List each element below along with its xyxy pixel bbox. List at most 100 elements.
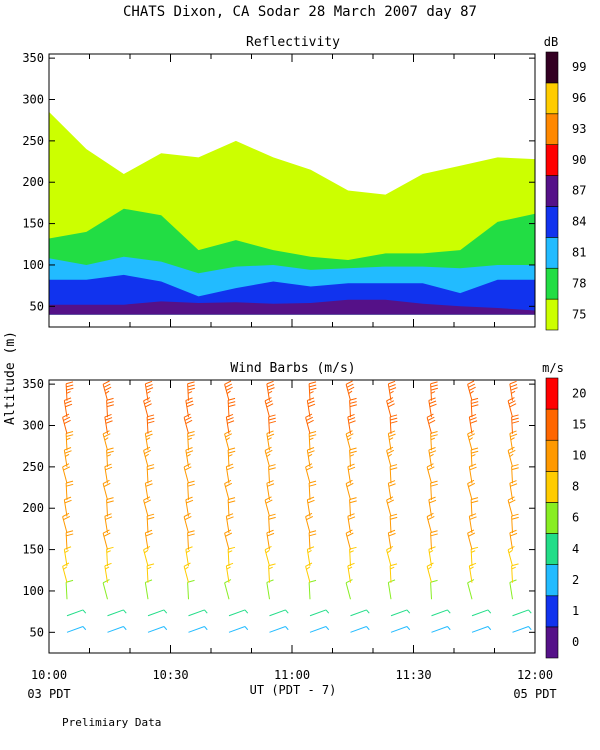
wind-barb-feather — [430, 533, 438, 537]
wind-barb-feather — [145, 380, 153, 385]
wind-barb-feather — [244, 609, 249, 614]
wind-barb-feather — [106, 454, 112, 457]
wind-barb — [511, 563, 519, 583]
wind-barb-feather — [387, 400, 395, 405]
wind-barb — [306, 447, 315, 467]
wind-barb-feather — [346, 482, 354, 488]
reflectivity-ytick-label: 250 — [22, 134, 44, 148]
wind-barb-feather — [468, 433, 476, 438]
wind-ytick-label: 150 — [22, 543, 44, 557]
wind-barb-shaft — [66, 626, 84, 633]
wind-barb — [349, 546, 357, 567]
wind-barb-feather — [469, 466, 477, 471]
wind-barb — [345, 479, 354, 501]
wind-barb-feather — [406, 626, 411, 631]
wind-barb — [471, 626, 492, 633]
wind-barb — [266, 529, 275, 550]
wind-barb-feather — [228, 550, 233, 553]
wind-colorbar-swatch — [545, 502, 559, 534]
wind-barb-feather — [390, 420, 398, 424]
wind-barb-feather — [390, 467, 398, 471]
wind-barb — [428, 546, 436, 567]
wind-ytick-label: 100 — [22, 584, 44, 598]
preliminary-note: Prelimiary Data — [62, 716, 161, 729]
wind-barb — [431, 626, 451, 633]
wind-barb-feather — [348, 566, 353, 570]
reflectivity-colorbar-label: 87 — [572, 184, 586, 198]
wind-barb-feather — [267, 437, 272, 441]
wind-barb — [387, 480, 396, 501]
wind-barb-feather — [471, 454, 476, 457]
wind-barb-feather — [429, 450, 437, 454]
wind-barb-feather — [123, 626, 127, 631]
wind-barb-feather — [225, 482, 233, 488]
wind-barb — [102, 579, 110, 600]
wind-barb-feather — [307, 419, 314, 424]
wind-barb-feather — [185, 419, 193, 424]
wind-barb-feather — [507, 397, 515, 402]
wind-barb-feather — [509, 480, 517, 484]
wind-barb-feather — [427, 516, 435, 521]
wind-barb-feather — [64, 546, 72, 550]
wind-barb — [62, 463, 71, 484]
wind-barb-feather — [264, 546, 272, 551]
wind-barb — [146, 563, 155, 583]
wind-barb-feather — [267, 384, 275, 388]
wind-barb-feather — [468, 437, 474, 441]
wind-barb — [467, 380, 476, 401]
wind-barb-feather — [307, 447, 315, 451]
wind-barb-feather — [469, 562, 477, 567]
wind-barb — [345, 430, 354, 451]
wind-barb-feather — [66, 434, 74, 438]
wind-colorbar-unit: m/s — [542, 361, 564, 375]
wind-barb — [305, 512, 314, 534]
wind-barb-feather — [467, 380, 475, 385]
wind-barb-feather — [346, 383, 354, 388]
wind-barb-feather — [104, 562, 112, 567]
wind-barb-shaft — [431, 626, 448, 633]
wind-barb-shaft — [107, 626, 124, 633]
wind-barb-feather — [66, 391, 71, 394]
wind-barb-feather — [143, 496, 151, 501]
reflectivity-colorbar-swatch — [545, 267, 559, 300]
wind-barb — [470, 546, 479, 567]
wind-barb-feather — [346, 433, 354, 438]
wind-barb-feather — [187, 437, 193, 441]
wind-barb-shaft — [308, 582, 311, 600]
wind-barb-feather — [388, 483, 396, 487]
wind-barb — [266, 430, 275, 451]
wind-barb-feather — [345, 430, 353, 435]
reflectivity-ytick-label: 100 — [22, 258, 44, 272]
wind-barb-feather — [226, 562, 234, 567]
wind-barb-feather — [511, 516, 519, 520]
wind-barb-feather — [64, 397, 72, 401]
wind-barb — [306, 397, 316, 418]
wind-barb-feather — [528, 609, 532, 614]
wind-barbs — [62, 380, 532, 633]
wind-barb-feather — [103, 532, 111, 537]
wind-colorbar-label: 0 — [572, 635, 579, 649]
reflectivity-layers — [49, 111, 535, 315]
wind-barb-feather — [469, 463, 477, 468]
wind-barb-feather — [102, 479, 110, 484]
wind-barb-shaft — [350, 609, 367, 617]
wind-barb — [306, 496, 315, 517]
wind-barb — [144, 529, 153, 550]
wind-barb-shaft — [467, 582, 473, 600]
wind-barb — [387, 380, 397, 401]
wind-barb-feather — [264, 496, 272, 501]
wind-barb-shaft — [188, 626, 205, 633]
wind-barb-feather — [510, 433, 518, 438]
wind-barb-feather — [347, 413, 355, 418]
wind-barb-feather — [143, 546, 151, 551]
wind-barb-feather — [228, 500, 236, 504]
wind-barb — [63, 397, 73, 418]
wind-barb-feather — [65, 403, 73, 408]
wind-barb-feather — [428, 419, 436, 424]
wind-barb — [512, 609, 532, 617]
wind-barb-feather — [226, 413, 234, 418]
wind-barb-feather — [102, 380, 110, 385]
wind-barb-feather — [469, 413, 477, 418]
wind-barb-feather — [509, 430, 517, 434]
wind-barb — [387, 529, 396, 550]
